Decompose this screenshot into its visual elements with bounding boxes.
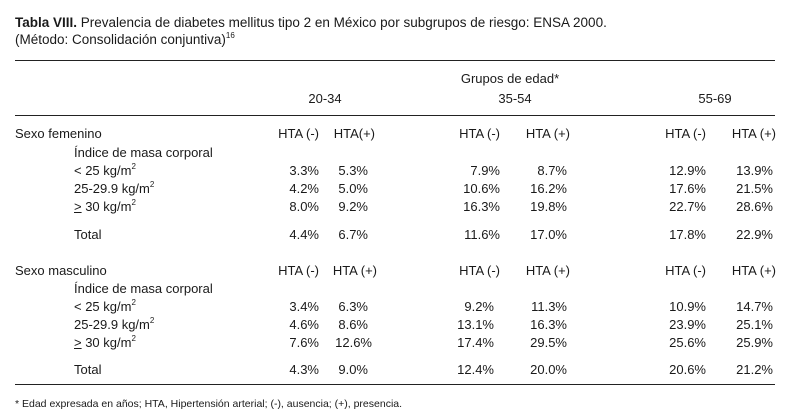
table-cell: 12.6% — [335, 335, 372, 350]
table-cell: 25.9% — [736, 335, 773, 350]
table-cell: 5.3% — [338, 163, 368, 178]
row-label: < 25 kg/m2 — [74, 297, 136, 314]
total-cell: 17.0% — [530, 227, 567, 242]
table-cell: 14.7% — [736, 299, 773, 314]
table-number: Tabla VIII. — [15, 15, 78, 30]
section-label-female: Sexo femenino — [15, 126, 102, 141]
age-header-20-34: 20-34 — [308, 91, 342, 106]
age-header-35-54: 35-54 — [498, 91, 532, 106]
row-label: < 25 kg/m2 — [74, 161, 136, 178]
table-cell: 7.6% — [289, 335, 319, 350]
total-label: Total — [74, 362, 102, 377]
table-cell: 12.9% — [669, 163, 706, 178]
age-header-55-69: 55-69 — [698, 91, 732, 106]
table-cell: 23.9% — [669, 317, 706, 332]
table-cell: 11.3% — [531, 299, 567, 314]
top-rule — [15, 60, 775, 61]
imc-label: Índice de masa corporal — [74, 281, 213, 296]
hta-header: HTA (+) — [731, 263, 776, 278]
table-cell: 8.6% — [338, 317, 368, 332]
total-cell: 21.2% — [736, 362, 773, 377]
table-cell: 13.1% — [457, 317, 494, 332]
title-method: (Método: Consolidación conjuntiva) — [15, 32, 226, 47]
row-label: 25-29.9 kg/m2 — [74, 315, 155, 332]
table-cell: 22.7% — [669, 199, 706, 214]
table-cell: 10.9% — [669, 299, 706, 314]
row-label: 25-29.9 kg/m2 — [74, 179, 155, 196]
title-reference: 16 — [225, 30, 235, 40]
total-cell: 20.0% — [530, 362, 567, 377]
title-text: Prevalencia de diabetes mellitus tipo 2 … — [77, 15, 607, 30]
table-cell: 16.3% — [463, 199, 500, 214]
hta-header: HTA (-) — [278, 263, 319, 278]
table-cell: 7.9% — [470, 163, 500, 178]
hta-header: HTA (+) — [525, 263, 570, 278]
table-cell: 16.2% — [530, 181, 567, 196]
hta-header: HTA (-) — [665, 126, 706, 141]
table-cell: 17.6% — [669, 181, 706, 196]
hta-header: HTA (+) — [731, 126, 776, 141]
table-cell: 25.1% — [736, 317, 773, 332]
table-cell: 6.3% — [338, 299, 368, 314]
table-cell: 4.2% — [289, 181, 319, 196]
bottom-rule — [15, 384, 775, 385]
table-cell: 29.5% — [530, 335, 567, 350]
table-cell: 4.6% — [289, 317, 319, 332]
total-label: Total — [74, 227, 102, 242]
table-cell: 9.2% — [464, 299, 494, 314]
hta-header: HTA(+) — [333, 126, 375, 141]
table-cell: 16.3% — [530, 317, 567, 332]
row-label: > 30 kg/m2 — [74, 333, 136, 350]
total-cell: 4.4% — [289, 227, 319, 242]
row-label: > 30 kg/m2 — [74, 197, 136, 214]
table-cell: 21.5% — [736, 181, 773, 196]
total-cell: 4.3% — [289, 362, 319, 377]
hta-header: HTA (-) — [665, 263, 706, 278]
section-label-male: Sexo masculino — [15, 263, 107, 278]
total-cell: 22.9% — [736, 227, 773, 242]
header-rule — [15, 115, 775, 116]
table-cell: 5.0% — [338, 181, 368, 196]
total-cell: 20.6% — [669, 362, 706, 377]
total-cell: 17.8% — [669, 227, 706, 242]
total-cell: 9.0% — [338, 362, 368, 377]
table-cell: 8.0% — [289, 199, 319, 214]
hta-header: HTA (-) — [459, 126, 500, 141]
table-cell: 10.6% — [463, 181, 500, 196]
table-cell: 28.6% — [736, 199, 773, 214]
total-cell: 12.4% — [457, 362, 494, 377]
table-cell: 8.7% — [537, 163, 567, 178]
table-cell: 3.3% — [289, 163, 319, 178]
table-cell: 19.8% — [530, 199, 567, 214]
table-cell: 17.4% — [457, 335, 494, 350]
age-group-heading: Grupos de edad* — [460, 71, 560, 86]
imc-label: Índice de masa corporal — [74, 145, 213, 160]
hta-header: HTA (+) — [332, 263, 377, 278]
table-title: Tabla VIII. Prevalencia de diabetes mell… — [15, 14, 607, 48]
table-cell: 9.2% — [338, 199, 368, 214]
total-cell: 11.6% — [464, 227, 500, 242]
table-cell: 13.9% — [736, 163, 773, 178]
hta-header: HTA (-) — [278, 126, 319, 141]
table-cell: 25.6% — [669, 335, 706, 350]
hta-header: HTA (-) — [459, 263, 500, 278]
table-cell: 3.4% — [289, 299, 319, 314]
total-cell: 6.7% — [338, 227, 368, 242]
footnote: * Edad expresada en años; HTA, Hipertens… — [15, 398, 403, 410]
hta-header: HTA (+) — [525, 126, 570, 141]
